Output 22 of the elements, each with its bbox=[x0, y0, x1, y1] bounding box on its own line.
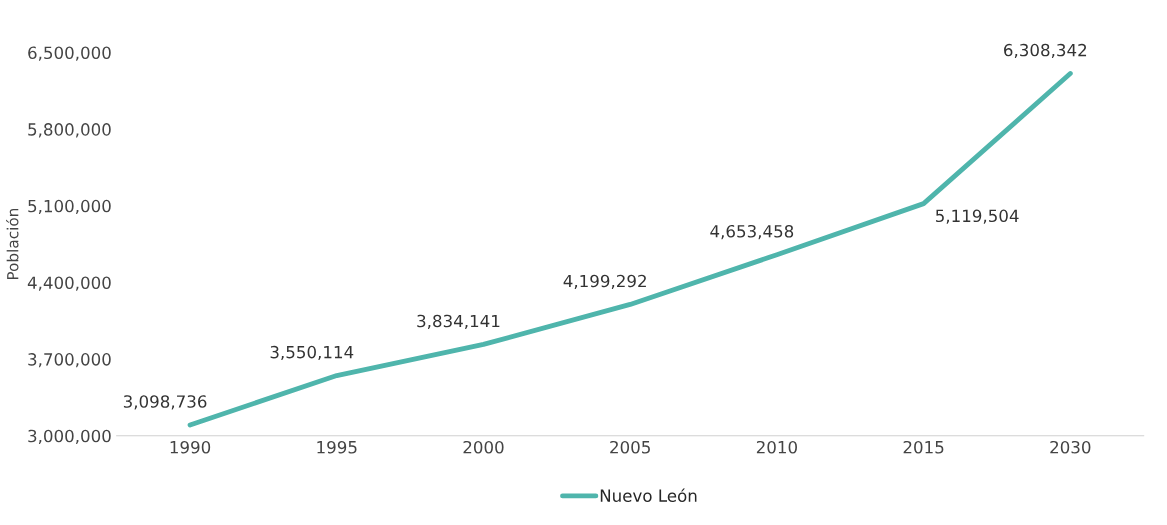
y-axis-title: Población bbox=[6, 208, 19, 280]
x-tick-label: 2015 bbox=[903, 440, 944, 454]
data-label: 4,653,458 bbox=[710, 224, 794, 240]
y-tick-label: 3,700,000 bbox=[28, 353, 111, 368]
data-label: 4,199,292 bbox=[563, 274, 646, 290]
data-label: 6,308,342 bbox=[1004, 43, 1087, 59]
data-label: 5,119,504 bbox=[935, 209, 1019, 224]
y-tick-label: 4,400,000 bbox=[27, 276, 111, 291]
data-label: 3,098,736 bbox=[123, 395, 207, 410]
y-tick-label: 3,000,000 bbox=[28, 429, 111, 445]
legend-label: Nuevo León bbox=[600, 488, 697, 502]
x-tick-label: 2000 bbox=[463, 440, 504, 454]
x-tick-label: 1995 bbox=[317, 440, 357, 454]
data-label: 3,834,141 bbox=[417, 314, 500, 329]
y-tick-label: 5,800,000 bbox=[28, 123, 111, 138]
data-label: 3,550,114 bbox=[270, 345, 354, 361]
x-tick-label: 2030 bbox=[1050, 440, 1091, 454]
x-tick-label: 1990 bbox=[170, 440, 211, 454]
y-tick-label: 6,500,000 bbox=[28, 46, 111, 61]
x-tick-label: 2010 bbox=[756, 440, 797, 454]
x-tick-label: 2005 bbox=[610, 440, 650, 454]
y-tick-label: 5,100,000 bbox=[28, 199, 111, 215]
